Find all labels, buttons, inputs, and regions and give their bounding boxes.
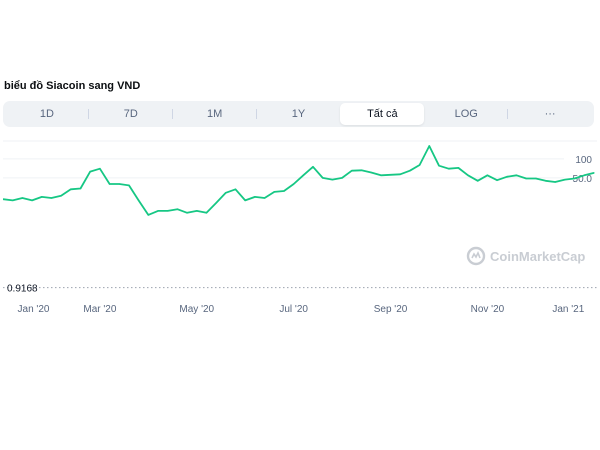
reference-label: 0.9168 (7, 284, 38, 295)
data-point (79, 187, 82, 190)
data-point (70, 188, 72, 190)
data-point (254, 196, 256, 198)
data-point (225, 192, 227, 194)
x-tick-label: Mar '20 (83, 304, 116, 315)
data-point (31, 199, 33, 201)
time-range-tabs: 1D 7D 1M 1Y Tất cả LOG ··· (3, 101, 594, 127)
data-point (215, 202, 217, 204)
data-point (486, 174, 488, 176)
data-point (525, 177, 527, 180)
data-point (138, 199, 140, 201)
coinmarketcap-logo-icon (466, 246, 486, 266)
data-point (118, 183, 120, 185)
data-point (564, 179, 566, 181)
data-point (409, 170, 411, 172)
data-point (331, 179, 333, 181)
data-point (399, 173, 401, 175)
tab-1m[interactable]: 1M (173, 103, 257, 125)
data-point (312, 166, 314, 168)
data-point (21, 197, 23, 199)
data-point (205, 212, 208, 214)
data-point (370, 171, 372, 174)
data-point (448, 168, 450, 170)
data-point (428, 145, 430, 147)
data-point (496, 179, 498, 181)
tab-7d[interactable]: 7D (89, 103, 173, 125)
data-point (293, 183, 295, 185)
watermark-text: CoinMarketCap (490, 248, 586, 264)
data-point (128, 184, 130, 186)
data-point (12, 199, 14, 201)
data-point (89, 171, 91, 173)
data-point (438, 165, 440, 167)
data-point (176, 208, 178, 210)
data-point (583, 174, 585, 176)
coinmarketcap-watermark: CoinMarketCap (466, 246, 585, 266)
data-point (147, 214, 149, 216)
data-point (196, 210, 198, 212)
x-tick-label: Nov '20 (471, 304, 505, 315)
data-point (167, 210, 169, 212)
y-tick-label: 100 (575, 155, 592, 166)
data-point (50, 197, 53, 199)
price-chart[interactable]: 100 50.0 0.9168 Jan '20 Mar '20 May '20 Jul '2… (3, 140, 597, 320)
data-point (322, 177, 324, 179)
y-tick-label: 50.0 (573, 174, 593, 185)
chart-title: biểu đồ Siacoin sang VND (4, 80, 141, 92)
data-point (273, 191, 275, 193)
tab-more[interactable]: ··· (544, 108, 556, 120)
data-point (302, 174, 304, 176)
data-point (186, 212, 188, 214)
data-point (234, 188, 237, 190)
data-point (574, 177, 576, 180)
x-tick-label: Sep '20 (374, 304, 408, 315)
data-point (99, 168, 101, 170)
data-point (360, 169, 363, 171)
data-point (467, 174, 469, 176)
data-point (283, 190, 285, 192)
data-point (109, 183, 111, 185)
data-point (554, 181, 556, 183)
series-line (3, 145, 595, 216)
data-point (506, 176, 508, 178)
data-point (593, 172, 595, 174)
x-tick-label: Jan '20 (18, 304, 50, 315)
data-point (60, 195, 62, 197)
tab-log[interactable]: LOG (424, 103, 509, 125)
data-point (535, 177, 537, 180)
tab-1y[interactable]: 1Y (291, 108, 306, 120)
data-point (157, 210, 159, 212)
tab-1d[interactable]: 1D (5, 103, 89, 125)
x-tick-label: May '20 (179, 304, 214, 315)
tab-all[interactable]: Tất cả (340, 103, 425, 125)
data-point (457, 167, 459, 169)
price-chart-svg[interactable]: 100 50.0 0.9168 Jan '20 Mar '20 May '20 Jul '2… (3, 140, 597, 320)
data-point (419, 164, 421, 166)
data-point (264, 197, 266, 199)
data-point (351, 170, 353, 172)
data-point (380, 174, 382, 176)
data-point (244, 199, 246, 201)
data-point (515, 174, 518, 176)
x-tick-label: Jul '20 (279, 304, 308, 315)
data-point (41, 196, 43, 198)
data-point (3, 198, 4, 200)
data-point (389, 174, 392, 176)
data-point (341, 177, 343, 179)
data-point (477, 180, 479, 182)
x-tick-label: Jan '21 (552, 304, 584, 315)
data-point (545, 180, 547, 182)
